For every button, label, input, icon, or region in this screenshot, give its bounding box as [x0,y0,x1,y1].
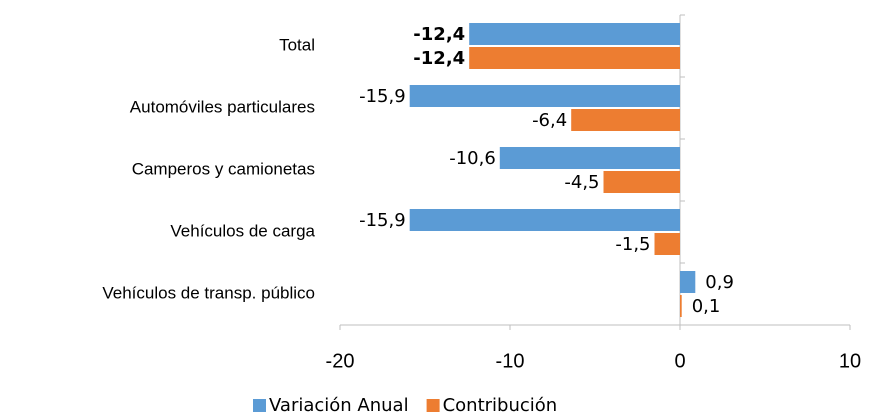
value-label: -15,9 [359,86,406,107]
bar [409,85,680,107]
bar [469,47,680,69]
legend-label: Variación Anual [269,395,409,416]
value-label: -12,4 [413,24,465,45]
legend-swatch [426,399,440,412]
value-label: -10,6 [449,148,496,169]
value-label: -4,5 [564,172,599,193]
category-label: Camperos y camionetas [132,159,315,178]
bar [603,171,680,193]
bar [680,271,696,293]
x-tick-label: 0 [674,350,685,372]
category-label: Automóviles particulares [130,97,315,116]
value-label: 0,1 [692,296,721,317]
value-label: -15,9 [359,210,406,231]
value-label: -12,4 [413,48,465,69]
category-label: Vehículos de carga [170,221,315,240]
bar [469,23,680,45]
bar [499,147,680,169]
bar [409,209,680,231]
value-label: 0,9 [705,272,734,293]
x-tick-label: -10 [496,350,525,372]
x-tick-label: 10 [839,350,861,372]
bar [680,295,682,317]
category-label: Total [279,35,315,54]
x-tick-label: -20 [326,350,355,372]
value-label: -6,4 [532,110,567,131]
bar [571,109,680,131]
bar [654,233,680,255]
value-label: -1,5 [615,234,650,255]
legend-label: Contribución [443,395,558,416]
category-label: Vehículos de transp. público [102,283,315,302]
legend-swatch [253,399,266,412]
